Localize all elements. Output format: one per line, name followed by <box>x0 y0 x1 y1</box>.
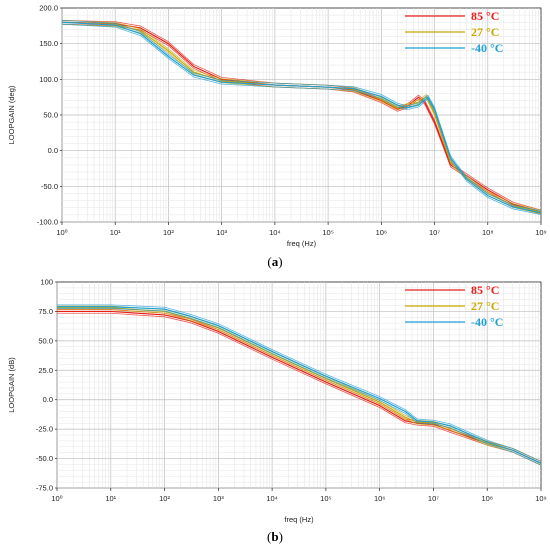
y-tick-label: 200.0 <box>39 4 58 13</box>
caption-letter: a <box>272 254 279 269</box>
series-line-3 <box>61 19 542 212</box>
series-line-2 <box>57 309 542 466</box>
x-tick-label: 10¹ <box>105 494 116 503</box>
series-line-3 <box>61 23 542 216</box>
legend-label: -40 °C <box>471 315 503 329</box>
chart-a-y-axis-label: LOOPGAIN (deg) <box>7 85 16 144</box>
legend-label: 85 °C <box>471 9 499 23</box>
x-tick-label: 10⁸ <box>482 228 494 237</box>
chart-b-legend: 85 °C 27 °C -40 °C <box>405 283 503 329</box>
x-tick-label: 10⁵ <box>322 228 333 237</box>
x-tick-label: 10⁷ <box>428 494 439 503</box>
x-tick-label: 10⁰ <box>56 228 67 237</box>
x-tick-label: 10¹ <box>110 228 121 237</box>
x-tick-label: 10⁸ <box>481 494 493 503</box>
legend-label: 27 °C <box>471 299 499 313</box>
legend-label: -40 °C <box>471 41 503 55</box>
caption-paren: ) <box>279 529 283 544</box>
series-line-3 <box>57 304 542 462</box>
x-tick-label: 10⁵ <box>320 494 331 503</box>
y-tick-label: 150.0 <box>39 39 58 48</box>
y-tick-label: 50.0 <box>38 336 53 345</box>
x-tick-label: 10² <box>163 228 174 237</box>
chart-b-grid <box>56 282 541 489</box>
x-tick-label: 10⁹ <box>535 228 547 237</box>
caption-paren: ( <box>267 529 271 544</box>
chart-b-plot-area <box>56 281 542 489</box>
y-tick-label: -100.0 <box>37 218 58 227</box>
y-tick-label: 50.0 <box>43 111 58 120</box>
x-tick-label: 10⁶ <box>374 494 385 503</box>
y-tick-label: -25.0 <box>36 425 53 434</box>
y-tick-label: 25.0 <box>38 366 53 375</box>
y-tick-label: 75.0 <box>38 307 53 316</box>
x-tick-label: 10⁰ <box>51 494 62 503</box>
y-tick-label: -50.0 <box>41 182 58 191</box>
x-tick-label: 10⁷ <box>429 228 440 237</box>
caption-paren: ) <box>278 254 282 269</box>
chart-b-y-axis-label: LOOPGAIN (dB) <box>7 357 16 413</box>
x-tick-label: 10⁴ <box>269 228 281 237</box>
caption-paren: ( <box>267 254 271 269</box>
x-tick-label: 10⁹ <box>535 494 547 503</box>
caption-letter: b <box>271 529 278 544</box>
chart-b-series <box>57 304 542 466</box>
chart-a-caption: (a) <box>267 254 282 269</box>
legend-label: 85 °C <box>471 283 499 297</box>
y-tick-label: 0.0 <box>43 395 53 404</box>
chart-a-legend: 85 °C 27 °C -40 °C <box>405 9 503 55</box>
chart-b-caption: (b) <box>267 529 283 544</box>
x-tick-label: 10² <box>159 494 170 503</box>
series-line-3 <box>57 308 542 466</box>
y-tick-label: 100 <box>40 278 53 287</box>
chart-a-series <box>61 19 542 216</box>
series-line-3 <box>57 306 542 464</box>
x-tick-label: 10³ <box>213 494 224 503</box>
series-line-1 <box>57 312 542 466</box>
y-tick-label: -75.0 <box>36 484 53 493</box>
series-line-3 <box>61 21 542 214</box>
y-tick-label: 100.0 <box>39 75 58 84</box>
chart-a-x-axis-label: freq (Hz) <box>287 239 317 248</box>
legend-label: 27 °C <box>471 25 499 39</box>
x-tick-label: 10³ <box>216 228 227 237</box>
x-tick-label: 10⁴ <box>266 494 278 503</box>
y-tick-label: -50.0 <box>36 454 53 463</box>
y-tick-label: 0.0 <box>48 146 58 155</box>
chart-b-x-axis-label: freq (Hz) <box>284 515 314 524</box>
x-tick-label: 10⁶ <box>376 228 387 237</box>
series-line-1 <box>57 310 542 464</box>
